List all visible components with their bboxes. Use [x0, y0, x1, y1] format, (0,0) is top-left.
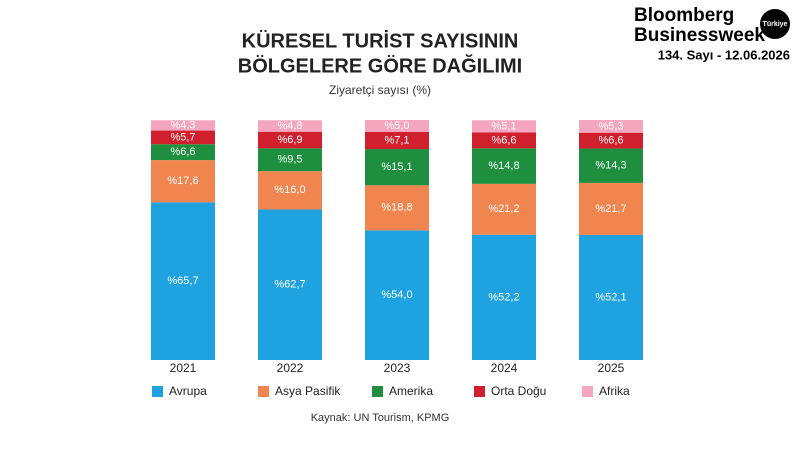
- legend-swatch: [152, 386, 163, 397]
- x-tick-label: 2022: [277, 361, 304, 375]
- bar-segment: [365, 230, 429, 360]
- plot: 2021 %65,7 %17,6 %6,6 %5,7%4,3 2022 %62,7 %16,0…: [151, 119, 643, 398]
- bar-segment: [258, 120, 322, 132]
- chart-title: BÖLGELERE GÖRE DAĞILIMI: [238, 53, 522, 77]
- bar-segment: [579, 132, 643, 149]
- bar-segment: [151, 130, 215, 145]
- bar-segment: [472, 183, 536, 235]
- data-label: %17,6: [167, 175, 198, 187]
- bar-segment: [579, 234, 643, 360]
- data-label: %65,7: [167, 275, 198, 287]
- data-label: %14,3: [595, 160, 626, 172]
- legend-swatch: [258, 386, 269, 397]
- data-label: %6,6: [170, 146, 195, 158]
- data-label: %52,2: [488, 291, 519, 303]
- bar-segment: [258, 148, 322, 172]
- data-label: %5,7: [170, 131, 195, 143]
- data-label: %5,0: [384, 120, 409, 132]
- legend-label: Afrika: [599, 384, 630, 398]
- data-label: %52,1: [595, 291, 626, 303]
- bar-segment: [579, 120, 643, 133]
- data-label: %6,6: [491, 134, 516, 146]
- issue-info: 134. Sayı - 12.06.2026: [658, 47, 790, 62]
- bar-segment: [151, 144, 215, 161]
- legend-label: Asya Pasifik: [275, 384, 341, 398]
- bar-segment: [258, 171, 322, 210]
- data-label: %4,3: [170, 119, 195, 131]
- bar-segment: [365, 185, 429, 231]
- legend-swatch: [372, 386, 383, 397]
- data-label: %21,2: [488, 203, 519, 215]
- bar-segment: [365, 149, 429, 186]
- bar-segment: [151, 160, 215, 203]
- bar-segment: [472, 234, 536, 360]
- brand-line: Bloomberg: [634, 5, 734, 26]
- bar-segment: [472, 120, 536, 133]
- data-label: %21,7: [595, 203, 626, 215]
- bar-segment: [365, 120, 429, 132]
- data-label: %16,0: [274, 184, 305, 196]
- data-label: %6,9: [277, 134, 302, 146]
- chart-subtitle: Ziyaretçi sayısı (%): [329, 83, 431, 97]
- bar-segment: [579, 148, 643, 183]
- legend-label: Orta Doğu: [491, 384, 546, 398]
- data-label: %5,3: [598, 120, 623, 132]
- bar-segment: [151, 120, 215, 131]
- bar-segment: [258, 209, 322, 360]
- bar-segment: [151, 202, 215, 360]
- data-label: %4,8: [277, 120, 302, 132]
- data-label: %9,5: [277, 154, 302, 166]
- brand-line: Businessweek: [634, 25, 765, 46]
- legend-swatch: [582, 386, 593, 397]
- data-label: %18,8: [381, 202, 412, 214]
- bar-segment: [365, 132, 429, 150]
- data-label: %6,6: [598, 135, 623, 147]
- data-label: %5,1: [491, 120, 516, 132]
- data-label: %14,8: [488, 160, 519, 172]
- x-tick-label: 2021: [170, 361, 197, 375]
- bar-segment: [472, 148, 536, 184]
- legend-swatch: [474, 386, 485, 397]
- source: Kaynak: UN Tourism, KPMG: [311, 412, 450, 424]
- data-label: %15,1: [381, 161, 412, 173]
- bar-segment: [258, 131, 322, 149]
- x-tick-label: 2025: [598, 361, 625, 375]
- data-label: %62,7: [274, 279, 305, 291]
- data-label: %54,0: [381, 289, 412, 301]
- legend-label: Avrupa: [169, 384, 207, 398]
- legend-label: Amerika: [389, 384, 433, 398]
- bar-segment: [472, 132, 536, 149]
- bar-segment: [579, 182, 643, 235]
- x-tick-label: 2024: [491, 361, 518, 375]
- x-tick-label: 2023: [384, 361, 411, 375]
- brand-badge-circle: [760, 9, 790, 39]
- chart-title: KÜRESEL TURİST SAYISININ: [242, 29, 519, 52]
- data-label: %7,1: [384, 134, 409, 146]
- brand-badge: Türkiye: [763, 21, 788, 28]
